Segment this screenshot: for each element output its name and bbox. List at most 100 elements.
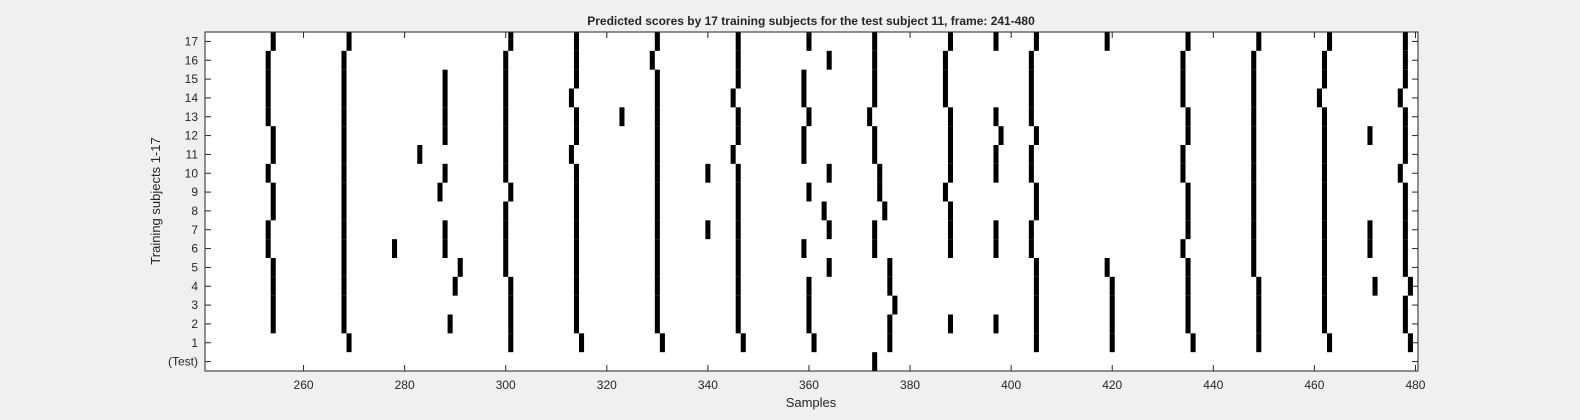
data-mark — [1028, 145, 1034, 164]
data-mark — [503, 258, 509, 277]
data-mark — [735, 201, 741, 221]
data-mark — [457, 258, 463, 277]
data-mark — [1185, 201, 1191, 221]
data-mark — [1256, 276, 1262, 296]
data-mark — [735, 314, 741, 334]
data-mark — [1033, 276, 1039, 296]
data-mark — [503, 88, 509, 108]
data-mark — [1321, 239, 1328, 258]
data-mark — [573, 258, 579, 277]
data-mark — [1321, 69, 1328, 89]
data-mark — [503, 107, 509, 127]
data-mark — [947, 145, 954, 164]
data-mark — [1185, 126, 1191, 145]
x-tick-label: 300 — [496, 378, 516, 392]
y-tick-label: 5 — [191, 260, 198, 274]
data-mark — [341, 107, 347, 127]
x-tick-label: 460 — [1304, 378, 1324, 392]
data-mark — [1185, 107, 1191, 127]
data-mark — [437, 182, 443, 202]
data-mark — [270, 276, 276, 296]
data-mark — [1028, 239, 1034, 258]
data-mark — [568, 145, 574, 164]
data-mark — [735, 50, 741, 70]
data-mark — [1251, 88, 1257, 108]
data-mark — [801, 88, 807, 108]
x-tick-label: 400 — [1001, 378, 1021, 392]
y-tick-label: 8 — [191, 204, 198, 218]
data-mark — [508, 333, 514, 353]
data-mark — [508, 276, 514, 296]
data-mark — [821, 201, 827, 221]
data-mark — [1397, 88, 1403, 108]
data-mark — [341, 295, 347, 315]
data-marks — [265, 32, 1413, 371]
data-mark — [1251, 145, 1257, 164]
data-mark — [1251, 163, 1257, 183]
data-mark — [1251, 220, 1257, 240]
data-mark — [1321, 107, 1328, 127]
data-mark — [1367, 126, 1373, 145]
data-mark — [801, 239, 807, 258]
data-mark — [735, 239, 741, 258]
x-tick-label: 440 — [1203, 378, 1223, 392]
data-mark — [447, 314, 453, 334]
data-mark — [1402, 314, 1408, 334]
data-mark — [654, 295, 660, 315]
data-mark — [1109, 314, 1115, 334]
chart-title: Predicted scores by 17 training subjects… — [587, 14, 1035, 28]
data-mark — [503, 50, 509, 70]
data-mark — [573, 126, 579, 145]
data-mark — [947, 126, 954, 145]
data-mark — [265, 69, 271, 89]
data-mark — [806, 182, 812, 202]
data-mark — [872, 50, 878, 70]
data-mark — [1327, 333, 1333, 353]
data-mark — [1028, 163, 1034, 183]
y-tick-label: 6 — [191, 242, 198, 256]
data-mark — [1402, 239, 1408, 258]
data-mark — [1321, 145, 1328, 164]
data-mark — [442, 239, 448, 258]
data-mark — [452, 276, 458, 296]
data-mark — [877, 163, 883, 183]
data-mark — [341, 182, 347, 202]
data-mark — [573, 201, 579, 221]
x-tick-label: 420 — [1102, 378, 1122, 392]
data-mark — [654, 314, 660, 334]
y-tick-label: 4 — [191, 279, 198, 293]
data-mark — [1251, 258, 1257, 277]
data-mark — [1180, 163, 1186, 183]
data-mark — [1327, 32, 1333, 51]
data-mark — [942, 182, 948, 202]
data-mark — [993, 220, 999, 240]
data-mark — [568, 88, 574, 108]
y-tick-label: 14 — [185, 91, 199, 105]
data-mark — [993, 32, 999, 51]
data-mark — [947, 314, 954, 334]
y-tick-label: 17 — [185, 34, 199, 48]
data-mark — [1251, 50, 1257, 70]
data-mark — [1033, 182, 1039, 202]
data-mark — [730, 88, 736, 108]
data-mark — [341, 258, 347, 277]
data-mark — [654, 220, 660, 240]
data-mark — [887, 258, 893, 277]
data-mark — [872, 220, 878, 240]
data-mark — [265, 107, 271, 127]
data-mark — [654, 88, 660, 108]
data-mark — [654, 276, 660, 296]
data-mark — [341, 201, 347, 221]
data-mark — [887, 314, 893, 334]
data-mark — [442, 88, 448, 108]
data-mark — [1028, 50, 1034, 70]
data-mark — [573, 239, 579, 258]
data-mark — [1402, 69, 1408, 89]
data-mark — [503, 201, 509, 221]
y-tick-label: 15 — [185, 72, 199, 86]
data-mark — [826, 163, 832, 183]
data-mark — [392, 239, 398, 258]
data-mark — [998, 126, 1004, 145]
data-mark — [654, 258, 660, 277]
data-mark — [508, 32, 514, 51]
